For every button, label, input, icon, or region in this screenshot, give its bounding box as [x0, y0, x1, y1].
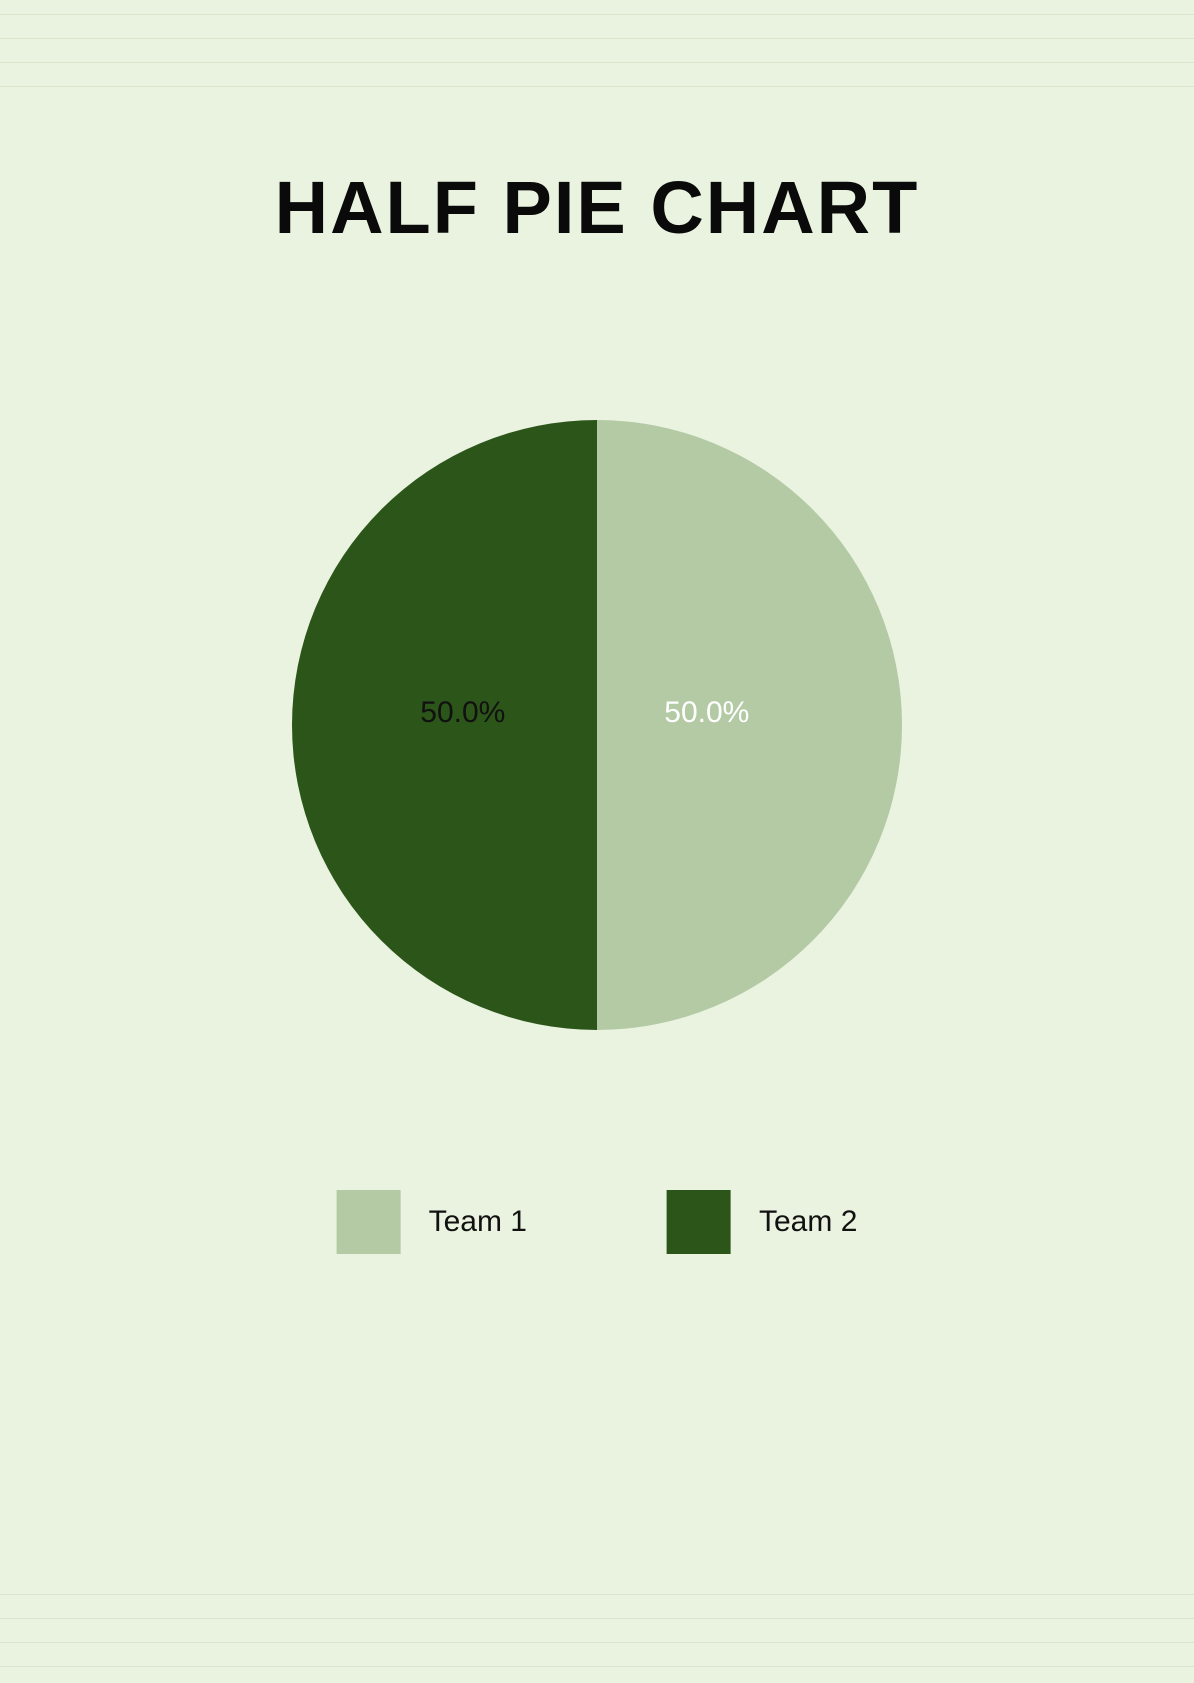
- legend-swatch-team-2: [667, 1190, 731, 1254]
- legend-label-team-1: Team 1: [429, 1205, 527, 1239]
- chart-legend: Team 1 Team 2: [337, 1190, 858, 1254]
- page-rule: [0, 38, 1194, 39]
- page-rule: [0, 1618, 1194, 1619]
- page-rule: [0, 86, 1194, 87]
- page-rule: [0, 14, 1194, 15]
- legend-item-team-1: Team 1: [337, 1190, 527, 1254]
- legend-swatch-team-1: [337, 1190, 401, 1254]
- page-rule: [0, 1642, 1194, 1643]
- pie-chart-disc: [292, 420, 902, 1030]
- page-rule: [0, 1666, 1194, 1667]
- legend-item-team-2: Team 2: [667, 1190, 857, 1254]
- pie-chart: 50.0% 50.0%: [292, 420, 902, 1030]
- chart-title: HALF PIE CHART: [0, 165, 1194, 250]
- pie-slice-label-team-1: 50.0%: [420, 696, 505, 730]
- legend-label-team-2: Team 2: [759, 1205, 857, 1239]
- page-rule: [0, 1594, 1194, 1595]
- pie-slice-label-team-2: 50.0%: [664, 696, 749, 730]
- page-rule: [0, 62, 1194, 63]
